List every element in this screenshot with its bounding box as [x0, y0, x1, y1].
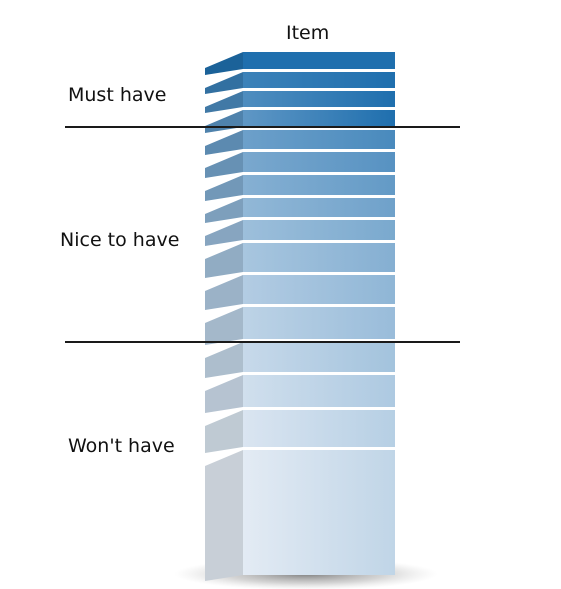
item-block-side	[205, 130, 243, 155]
item-block	[243, 243, 395, 272]
item-block	[243, 275, 395, 304]
category-label-nice-to-have: Nice to have	[60, 229, 179, 251]
item-block-side	[205, 152, 243, 178]
category-label-must-have: Must have	[68, 84, 166, 106]
item-block-side	[205, 72, 243, 94]
item-block-side	[205, 307, 243, 345]
item-block-side	[205, 342, 243, 378]
item-block	[243, 220, 395, 240]
item-block-side	[205, 375, 243, 413]
item-block	[243, 175, 395, 195]
item-block-side	[205, 450, 243, 581]
item-block	[243, 52, 395, 69]
item-block-side	[205, 220, 243, 246]
item-block-side	[205, 52, 243, 75]
item-stack	[205, 52, 395, 581]
item-block	[243, 375, 395, 407]
item-block	[243, 72, 395, 88]
item-block-side	[205, 110, 243, 133]
item-block-side	[205, 198, 243, 223]
category-label-wont-have: Won't have	[68, 435, 175, 457]
item-block	[243, 450, 395, 575]
item-block-side	[205, 243, 243, 278]
column-title: Item	[286, 22, 329, 44]
item-block	[243, 198, 395, 217]
item-block	[243, 91, 395, 107]
item-block	[243, 410, 395, 447]
item-block-side	[205, 91, 243, 113]
item-block-side	[205, 175, 243, 201]
item-block	[243, 130, 395, 149]
item-block-side	[205, 275, 243, 310]
item-block-side	[205, 410, 243, 453]
item-block	[243, 152, 395, 172]
item-block	[243, 307, 395, 339]
item-block	[243, 342, 395, 372]
item-block	[243, 110, 395, 127]
